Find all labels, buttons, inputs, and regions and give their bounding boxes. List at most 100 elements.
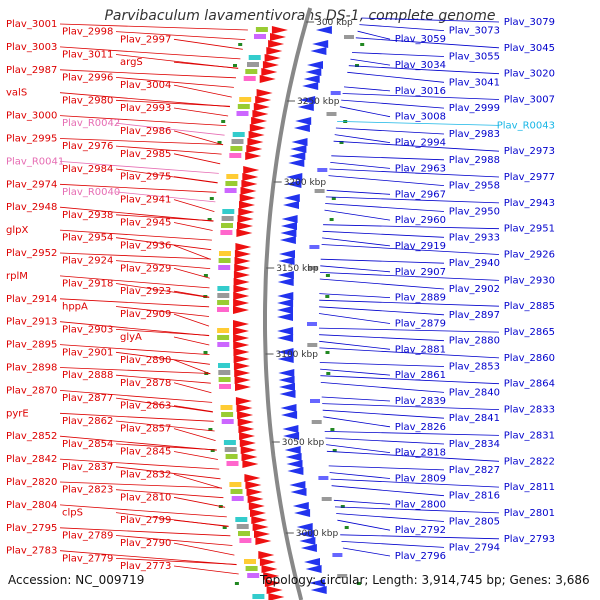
gene-label-left: Plav_2863 [120,401,171,412]
feature-block [217,300,230,305]
feature-block [245,69,258,74]
leader-line-left [115,99,231,107]
marker-tick [330,428,335,431]
gene-label-right: Plav_2794 [449,542,500,553]
gene-arrow-forward [258,551,275,559]
gene-arrow-reverse [280,404,297,412]
leader-line-left [59,69,237,79]
marker-tick [222,526,227,529]
gene-arrow-forward [239,439,256,447]
gene-label-right: Plav_2865 [504,327,555,338]
feature-block [224,447,237,452]
leader-line-left [173,474,223,489]
feature-block [221,216,234,221]
leader-line-left [115,283,210,298]
feature-block [330,91,341,95]
leader-line-left [173,405,213,413]
leader-line-left [173,130,224,146]
gene-arrow-forward [233,320,249,328]
gene-label-right: Plav_2963 [395,163,446,174]
leader-line-left [173,542,235,556]
leader-line-right [339,106,391,118]
gene-arrow-forward [266,586,283,594]
gene-label-left: Plav_2918 [62,279,113,290]
leader-line-left [115,397,213,413]
gene-label-left: Plav_2914 [6,294,57,305]
leader-line-left [115,260,211,269]
gene-label-left: Plav_2985 [120,149,171,160]
gene-label-right: Plav_2951 [504,224,555,235]
feature-block [229,482,242,487]
gene-label-right: Plav_3059 [395,34,446,45]
leader-line-right [340,534,500,540]
feature-block [318,476,329,480]
gene-label-left: Plav_3004 [120,80,171,91]
feature-block [321,497,332,501]
marker-tick [221,120,226,123]
leader-line-left [173,359,211,375]
gene-arrow-reverse [287,467,304,475]
gene-arrow-forward [233,306,249,314]
leader-line-left [59,481,222,489]
marker-tick [203,274,208,277]
feature-block [247,62,259,67]
gene-label-right: Plav_2841 [449,413,500,424]
leader-line-right [320,375,500,385]
gene-label-left: Plav_2987 [6,65,57,76]
leader-line-left [115,306,210,317]
leader-line-right [361,17,500,23]
feature-block [231,139,244,144]
gene-arrow-forward [237,222,253,230]
leader-line-left [173,267,210,279]
feature-block [239,97,252,102]
feature-block [235,517,248,522]
leader-line-left [59,390,213,403]
gene-arrow-forward [266,47,283,55]
gene-label-left: Plav_R0042 [62,118,120,129]
gene-label-right: Plav_3041 [449,77,500,88]
leader-line-left [173,84,232,98]
gene-arrow-forward [264,54,281,62]
feature-block [237,104,250,109]
gene-label-right: Plav_3008 [395,112,446,123]
leader-line-left [173,245,211,260]
feature-block [309,245,320,249]
gene-label-right: Plav_2834 [449,439,500,450]
gene-arrow-forward [251,516,268,524]
gene-arrow-forward [233,327,249,335]
leader-line-right [359,24,445,31]
gene-label-left: Plav_2783 [6,546,57,557]
marker-tick [344,526,349,529]
gene-arrow-forward [253,103,270,111]
gene-arrow-reverse [305,68,322,76]
gene-arrow-forward [233,271,250,279]
gene-arrow-forward [233,348,250,356]
gene-label-left: Plav_2952 [6,248,57,259]
marker-tick [331,197,336,200]
gene-label-left: Plav_2909 [120,309,171,320]
leader-line-left [173,313,210,327]
leader-line-left [173,107,229,117]
leader-line-left [59,252,211,260]
marker-tick [210,449,215,452]
leader-line-right [319,362,445,367]
gene-arrow-reverse [292,502,309,510]
gene-arrow-forward [246,488,263,496]
feature-block [326,112,337,116]
gene-arrow-forward [234,264,251,272]
leader-line-left [115,191,216,203]
gene-arrow-forward [247,138,264,146]
leader-line-left [115,420,215,432]
marker-tick [233,64,237,67]
leader-line-left [173,38,243,50]
marker-tick [329,218,334,221]
marker-tick [238,43,243,46]
gene-arrow-forward [239,194,256,202]
gene-label-right: Plav_2983 [449,129,500,140]
gene-arrow-forward [233,362,250,370]
leader-line-left [59,504,227,518]
gene-label-left: Plav_2862 [62,416,113,427]
leader-line-left [173,61,239,69]
leader-line-right [324,431,500,436]
gene-arrow-forward [263,572,280,580]
